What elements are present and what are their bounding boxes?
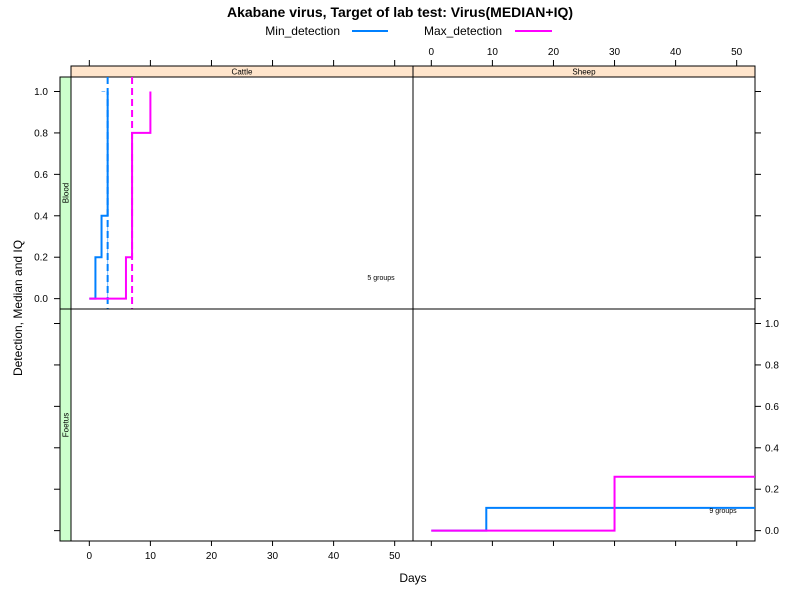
y-axis-title: Detection, Median and IQ — [11, 240, 25, 376]
strip-label-blood: Blood — [62, 183, 71, 203]
strip-label-foetus: Foetus — [62, 413, 71, 437]
series-min-detection-median — [431, 506, 755, 532]
x-tick-label-bottom: 40 — [328, 551, 340, 562]
x-tick-label-top: 0 — [429, 47, 435, 58]
series-max-detection-median — [89, 91, 152, 300]
strip-label-cattle: Cattle — [232, 68, 253, 77]
y-tick-label-right: 0.6 — [765, 402, 779, 413]
axes-layer: 0 0 10 10 20 20 30 30 40 40 50 50 0.0 0.0 0.2 0.2 0.4 0.4… — [34, 47, 779, 562]
x-tick-label-bottom: 30 — [267, 551, 279, 562]
panel-frame — [70, 76, 414, 310]
series-max-detection-median — [431, 475, 755, 532]
panel-frame — [412, 76, 756, 310]
panel-sheep-blood — [412, 76, 756, 310]
y-tick-label-left: 1.0 — [34, 87, 48, 98]
y-tick-label-left: 0.4 — [34, 211, 48, 222]
y-tick-label-left: 0.8 — [34, 128, 48, 139]
x-tick-label-bottom: 10 — [145, 551, 157, 562]
x-tick-label-top: 30 — [609, 47, 621, 58]
panel-annotation: 5 groups — [367, 275, 395, 282]
panel-lines — [89, 77, 152, 309]
x-tick-label-top: 20 — [548, 47, 560, 58]
y-tick-label-right: 0.0 — [765, 526, 779, 537]
panel-lines — [431, 475, 755, 532]
y-tick-label-right: 0.8 — [765, 360, 779, 371]
y-tick-label-right: 1.0 — [765, 319, 779, 330]
legend-label-min: Min_detection — [265, 24, 340, 38]
y-tick-label-right: 0.2 — [765, 485, 779, 496]
legend-label-max: Max_detection — [424, 24, 502, 38]
y-tick-label-left: 0.6 — [34, 170, 48, 181]
x-tick-label-top: 40 — [670, 47, 682, 58]
panel-cattle-blood: 5 groups — [70, 76, 414, 310]
panel-cattle-foetus — [70, 308, 414, 542]
panel-annotation: 9 groups — [709, 508, 737, 515]
chart-title: Akabane virus, Target of lab test: Virus… — [227, 4, 573, 20]
x-tick-label-bottom: 0 — [87, 551, 93, 562]
x-tick-label-bottom: 50 — [389, 551, 401, 562]
panels-layer: 5 groups 9 groups — [70, 76, 756, 542]
panel-frame — [70, 308, 414, 542]
x-tick-label-top: 10 — [487, 47, 499, 58]
x-tick-label-bottom: 20 — [206, 551, 218, 562]
x-tick-label-top: 50 — [731, 47, 743, 58]
y-tick-label-right: 0.4 — [765, 443, 779, 454]
panel-frame — [412, 308, 756, 542]
x-axis-title: Days — [399, 571, 426, 585]
strip-label-sheep: Sheep — [572, 68, 596, 77]
y-tick-label-left: 0.2 — [34, 253, 48, 264]
panel-sheep-foetus: 9 groups — [412, 308, 756, 542]
series-min-detection-median — [89, 91, 109, 300]
legend: Min_detection Max_detection — [265, 24, 552, 38]
y-tick-label-left: 0.0 — [34, 294, 48, 305]
